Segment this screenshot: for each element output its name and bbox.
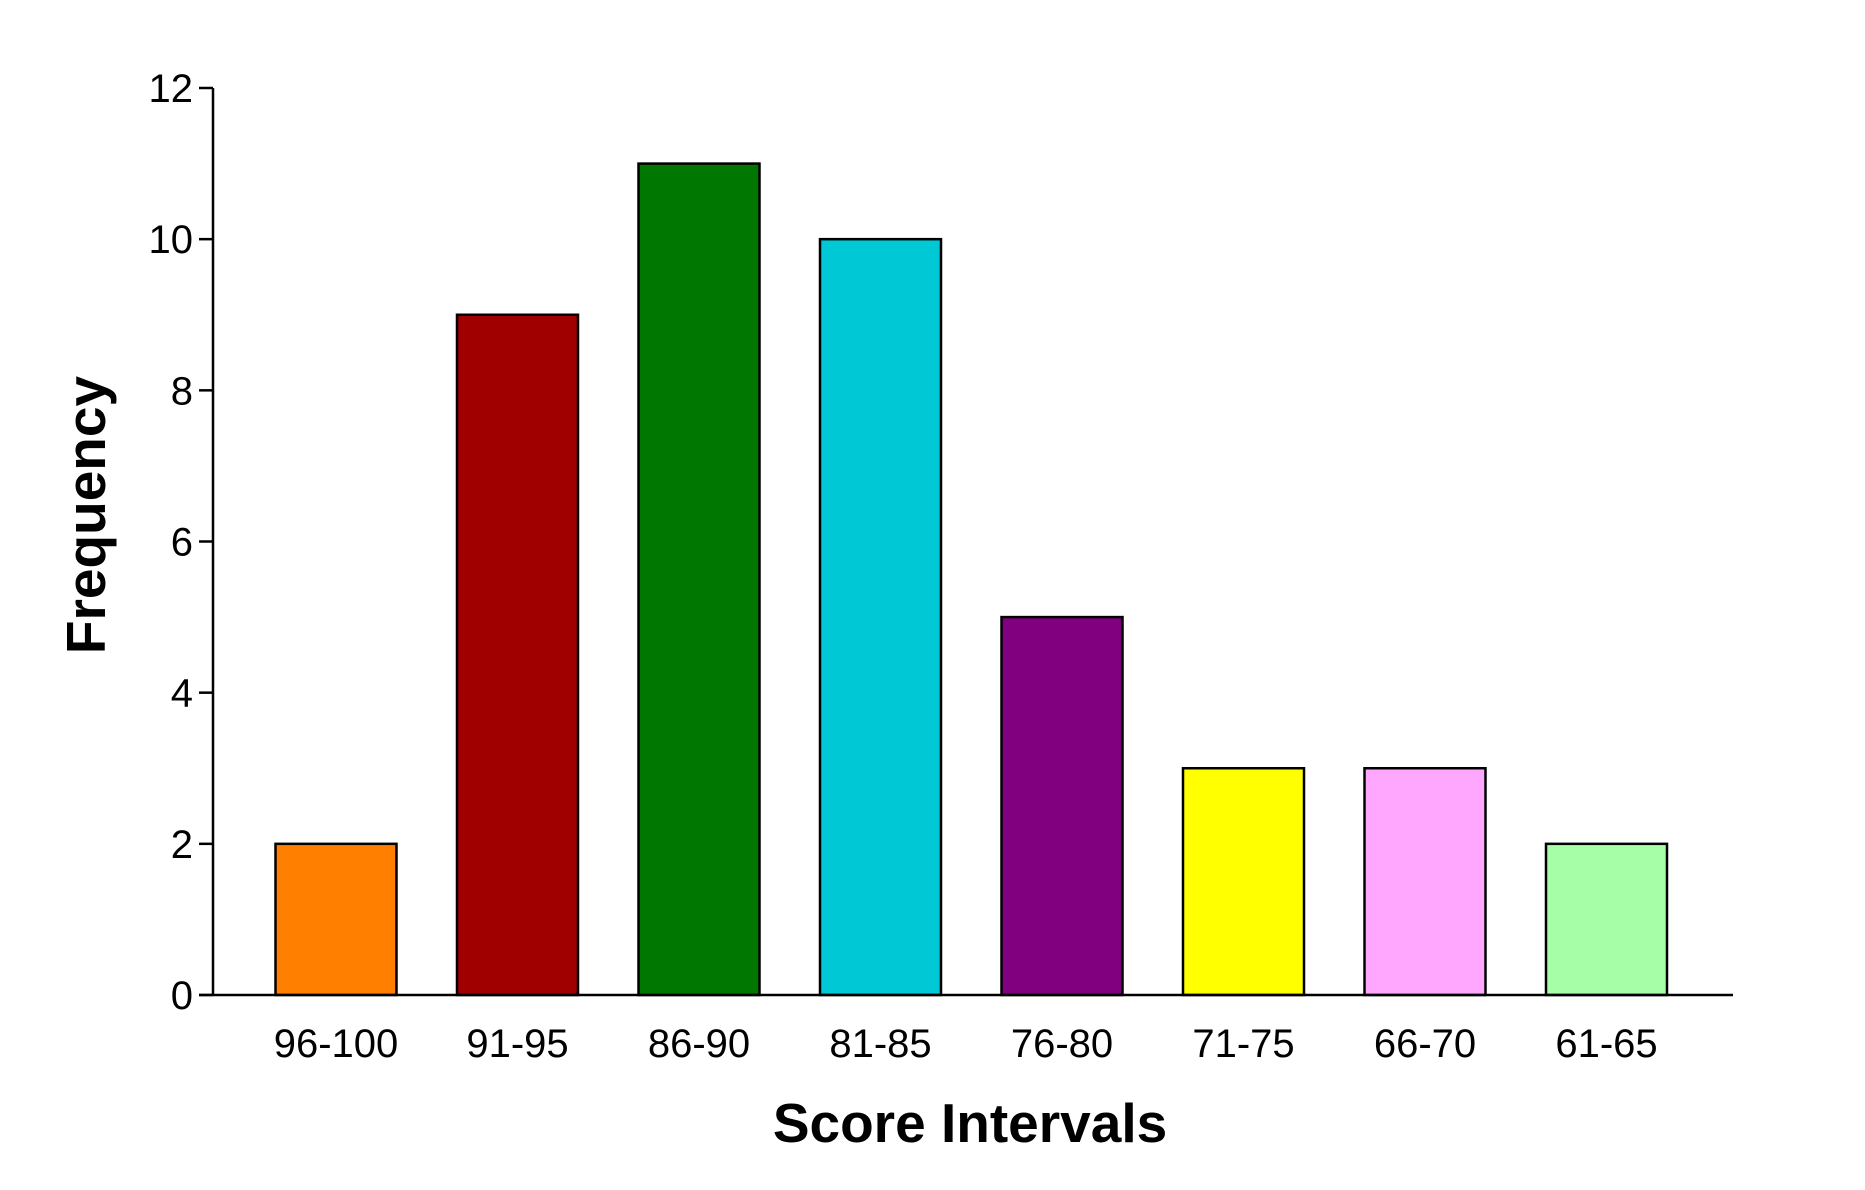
bar-96-100 (274, 842, 398, 997)
x-axis-tick-labels: 96-100 91-95 86-90 81-85 76-80 71-75 66-70 61-6… (274, 1022, 1658, 1066)
bar-71-75 (1181, 767, 1306, 997)
y-tick-label: 0 (171, 974, 193, 1018)
bar-76-80 (1000, 615, 1124, 997)
bar-86-90 (637, 162, 761, 997)
x-tick-label: 81-85 (829, 1022, 931, 1066)
bars (274, 162, 1669, 997)
x-tick-label: 71-75 (1192, 1022, 1294, 1066)
y-tick-label: 6 (171, 521, 193, 565)
x-tick-label: 61-65 (1555, 1022, 1657, 1066)
bar-66-70 (1363, 767, 1487, 997)
x-tick-label: 86-90 (648, 1022, 750, 1066)
y-tick-label: 12 (149, 67, 194, 111)
y-tick-label: 10 (149, 218, 194, 262)
x-axis-title: Score Intervals (773, 1092, 1167, 1154)
y-tick-label: 8 (171, 369, 193, 413)
bar-91-95 (455, 313, 580, 997)
bar-81-85 (818, 237, 943, 997)
bar-61-65 (1544, 842, 1669, 997)
y-axis-ticks: 0 2 4 6 8 10 12 (149, 67, 213, 1018)
y-tick-label: 4 (171, 672, 193, 716)
x-tick-label: 66-70 (1374, 1022, 1476, 1066)
x-tick-label: 91-95 (466, 1022, 568, 1066)
x-tick-label: 76-80 (1011, 1022, 1113, 1066)
y-tick-label: 2 (171, 823, 193, 867)
y-axis-title: Frequency (55, 376, 117, 655)
x-tick-label: 96-100 (274, 1022, 399, 1066)
